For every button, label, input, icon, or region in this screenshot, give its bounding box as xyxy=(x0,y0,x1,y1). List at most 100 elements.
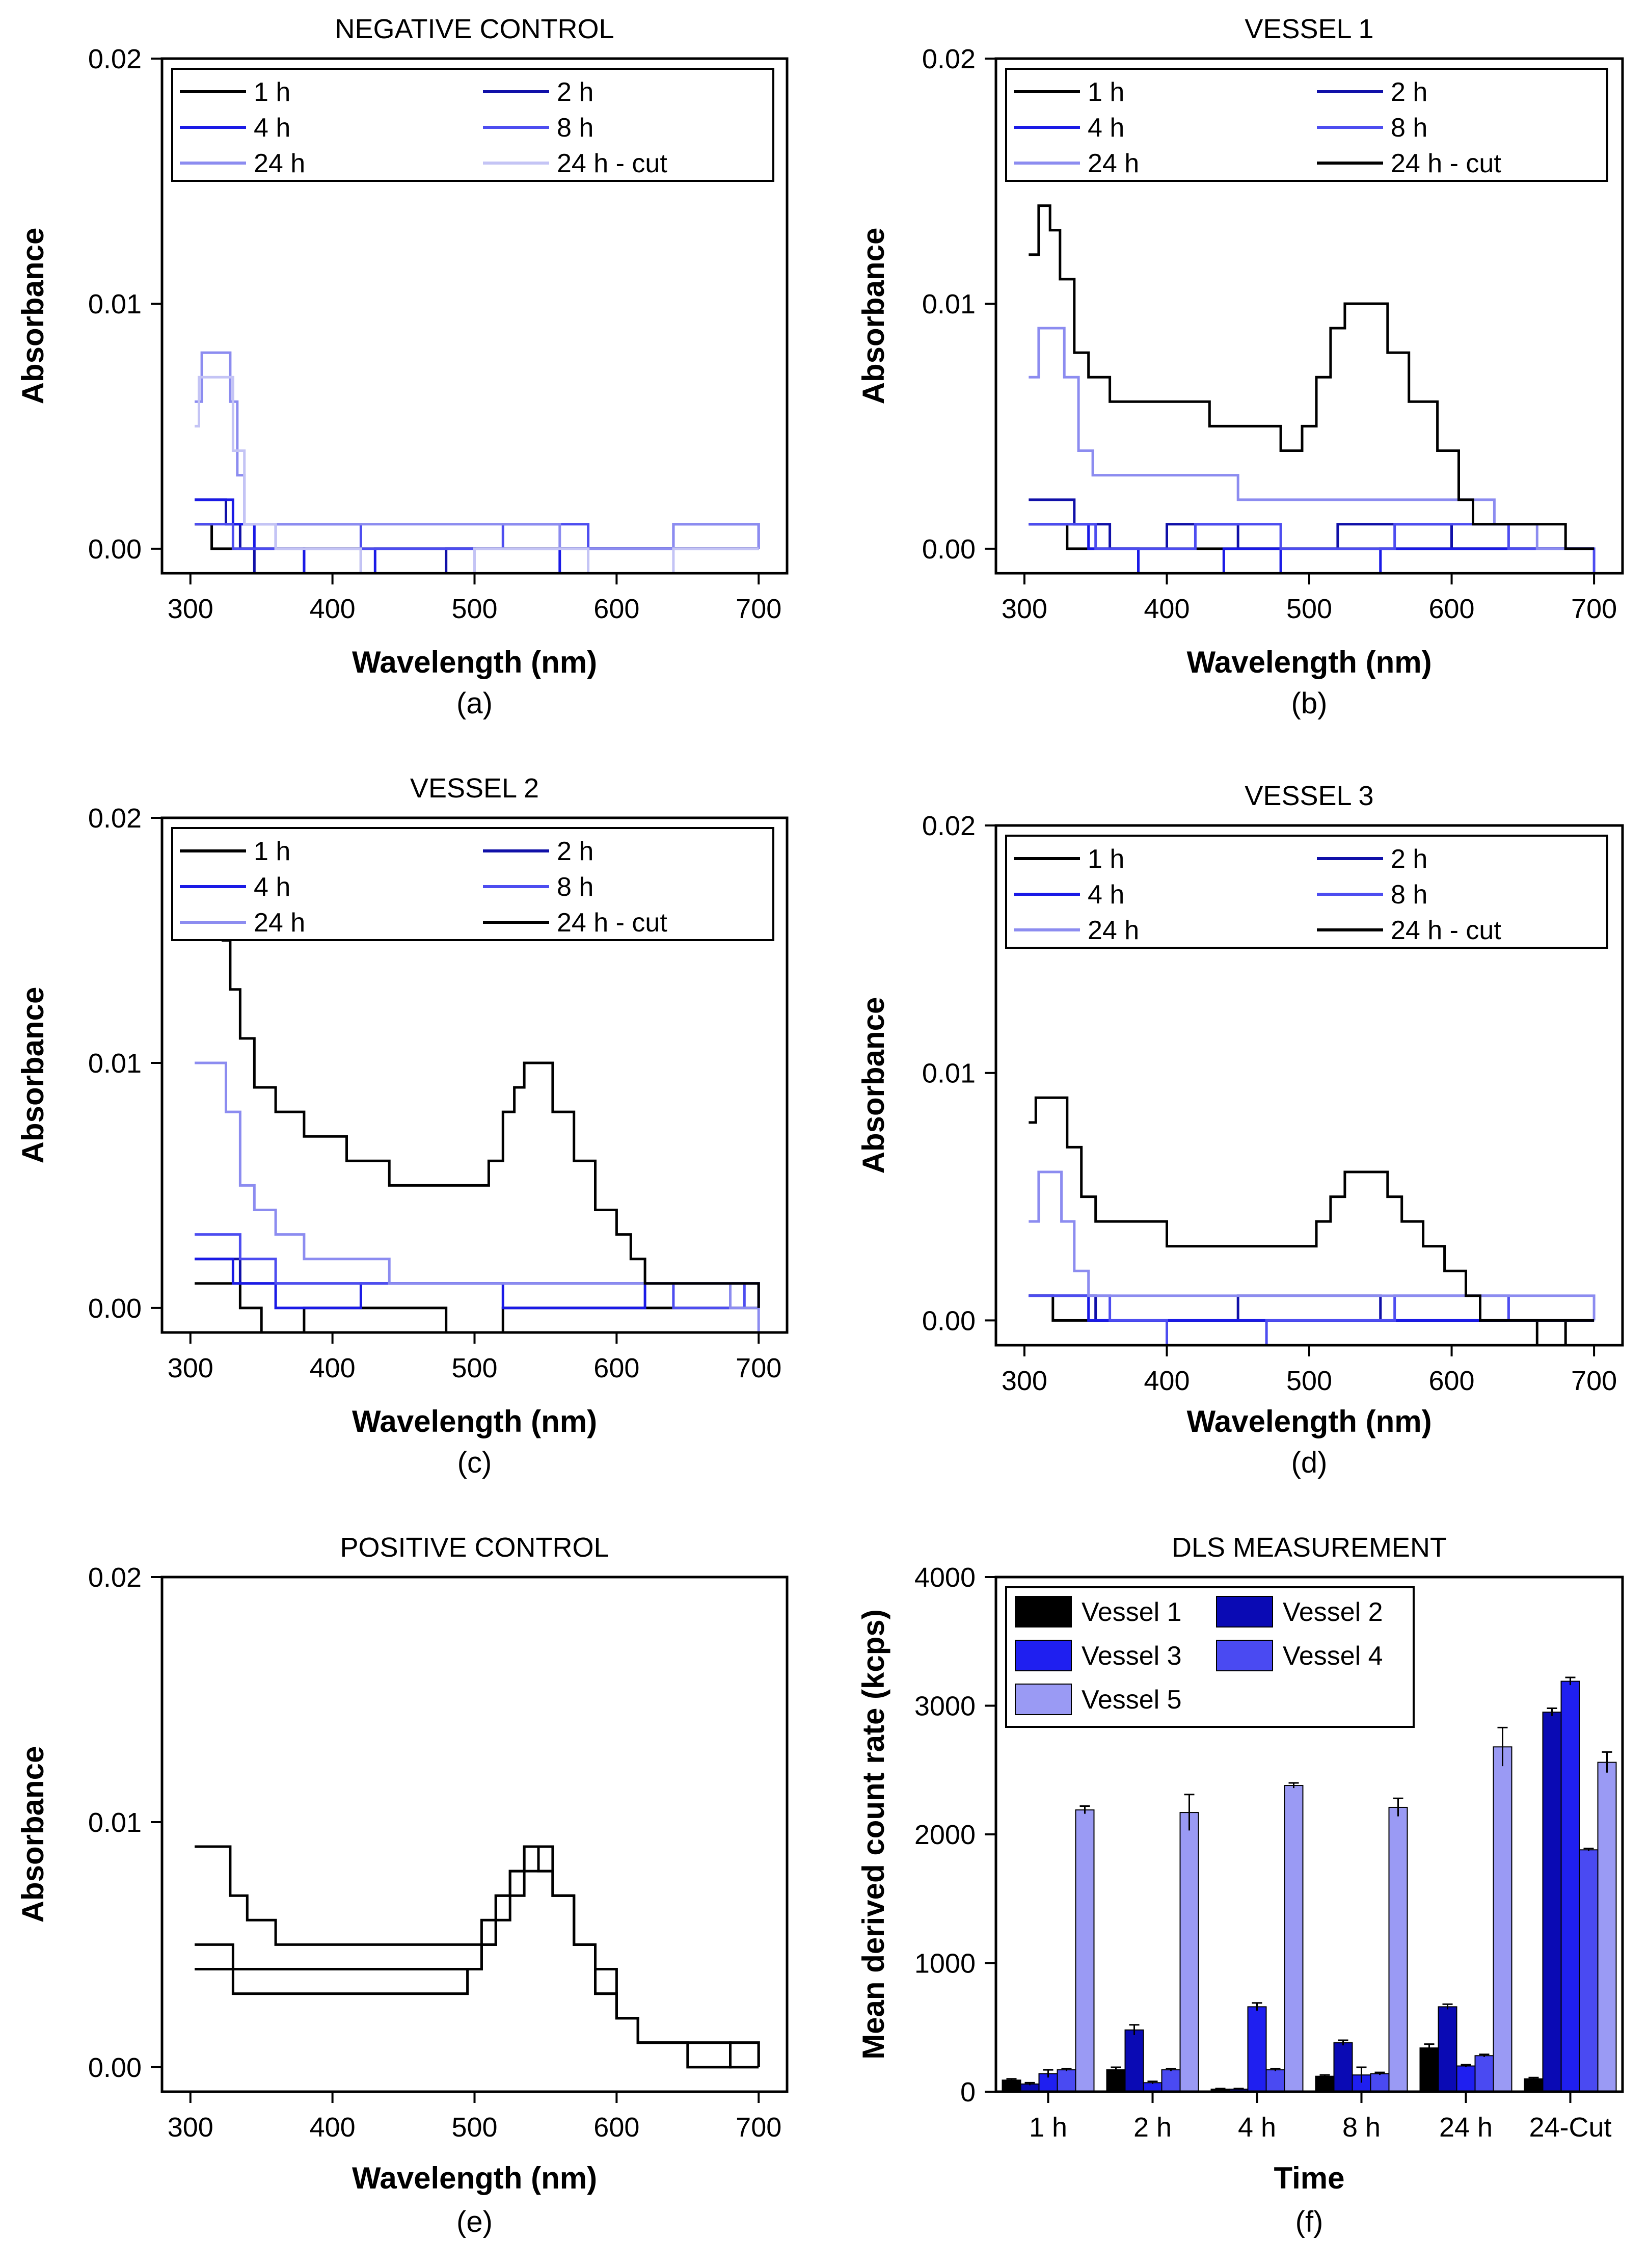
y-tick-label: 0.00 xyxy=(88,1293,142,1324)
panel-vessel-1: 300 400 500 600 700 0.00 0.01 0.02 VESSEL 1 Wavel… xyxy=(856,14,1624,720)
bar-vessel-5 xyxy=(1179,1812,1199,2092)
legend-box xyxy=(171,827,774,941)
y-tick-label: 0.01 xyxy=(922,289,976,319)
bar-vessel-1 xyxy=(1524,2078,1544,2092)
x-tick-label: 400 xyxy=(1144,1366,1190,1396)
bar-vessel-2 xyxy=(1333,2042,1353,2093)
y-tick-label: 0.02 xyxy=(922,44,976,74)
y-tick-label: 0.00 xyxy=(922,534,976,565)
legend-label: 4 h xyxy=(254,872,290,902)
x-tick-label: 700 xyxy=(736,1353,781,1383)
y-tick-label: 2000 xyxy=(914,1820,976,1850)
bar-vessel-3 xyxy=(1247,2006,1267,2093)
x-tick-label: 600 xyxy=(593,2112,639,2143)
panel-vessel-3: 300 400 500 600 700 0.00 0.01 0.02 VESSEL 3 Wavel… xyxy=(856,781,1624,1479)
legend-swatch xyxy=(1216,1596,1273,1627)
bar-vessel-1 xyxy=(1002,2079,1021,2092)
legend-label: Vessel 5 xyxy=(1082,1685,1182,1715)
series-line-4-h xyxy=(195,1258,760,1310)
y-tick-label: 0.00 xyxy=(88,2052,142,2083)
y-tick-label: 0.02 xyxy=(88,1562,142,1593)
x-axis-title: Wavelength (nm) xyxy=(352,1404,597,1438)
bar-vessel-5 xyxy=(1597,1762,1617,2093)
panel-label: (e) xyxy=(456,2205,493,2238)
y-axis-title: Absorbance xyxy=(16,1746,50,1923)
x-tick-label: 24-Cut xyxy=(1529,2112,1611,2143)
x-axis-title: Wavelength (nm) xyxy=(1186,1404,1431,1438)
series-line-8-h xyxy=(1029,523,1596,573)
series-line-trace-2 xyxy=(195,1845,759,2069)
x-tick-label: 400 xyxy=(310,594,356,624)
x-tick-label: 300 xyxy=(168,2112,213,2143)
chart-title: NEGATIVE CONTROL xyxy=(335,14,614,44)
y-tick-label: 0.01 xyxy=(88,289,142,319)
y-tick-label: 0.02 xyxy=(88,44,142,74)
legend-label: 24 h xyxy=(254,908,305,938)
x-tick-label: 700 xyxy=(736,2112,781,2143)
legend-label: Vessel 4 xyxy=(1283,1641,1383,1671)
legend-swatch xyxy=(1015,1684,1072,1715)
y-axis-title: Absorbance xyxy=(856,997,890,1174)
legend-label: 1 h xyxy=(1088,77,1124,107)
chart-title: VESSEL 3 xyxy=(1245,781,1373,811)
legend-label: 8 h xyxy=(1391,113,1427,143)
bar-vessel-4 xyxy=(1161,2069,1181,2092)
bar-vessel-4 xyxy=(1057,2069,1076,2092)
x-tick-label: 400 xyxy=(310,2112,356,2143)
x-tick-label: 600 xyxy=(593,594,639,624)
x-tick-label: 300 xyxy=(168,594,213,624)
series-line-24-h---cut xyxy=(1029,1096,1595,1322)
y-tick-label: 1000 xyxy=(914,1949,976,1979)
x-tick-label: 700 xyxy=(736,594,781,624)
bar-vessel-5 xyxy=(1075,1809,1095,2092)
x-tick-label: 500 xyxy=(451,594,497,624)
legend-label: 8 h xyxy=(557,872,593,902)
bar-vessel-3 xyxy=(1560,1680,1580,2092)
legend-label: 1 h xyxy=(254,837,290,866)
bar-vessel-2 xyxy=(1124,2029,1144,2093)
x-tick-label: 300 xyxy=(1002,1366,1047,1396)
bar-vessel-2 xyxy=(1438,2006,1457,2093)
bar-vessel-1 xyxy=(1315,2075,1335,2092)
bar-vessel-1 xyxy=(1106,2069,1126,2092)
legend-label: 1 h xyxy=(254,77,290,107)
panel-label: (f) xyxy=(1295,2205,1323,2238)
legend-label: 1 h xyxy=(1088,844,1124,874)
x-axis-title: Time xyxy=(1274,2161,1345,2195)
legend-box xyxy=(1005,835,1608,949)
legend-label: 2 h xyxy=(1391,77,1427,107)
legend-box xyxy=(1005,1586,1415,1728)
x-tick-label: 700 xyxy=(1571,1366,1617,1396)
legend-label: 24 h - cut xyxy=(1391,149,1501,178)
y-tick-label: 0.01 xyxy=(922,1058,976,1089)
x-tick-label: 500 xyxy=(451,1353,497,1383)
y-tick-label: 0 xyxy=(960,2077,976,2107)
legend-label: 2 h xyxy=(557,837,593,866)
chart-title: POSITIVE CONTROL xyxy=(340,1532,609,1563)
series-line-8-h xyxy=(195,1233,760,1310)
series-line-trace-3 xyxy=(195,1870,760,2067)
legend-box xyxy=(171,68,774,182)
x-tick-label: 4 h xyxy=(1238,2112,1276,2143)
x-tick-label: 24 h xyxy=(1439,2112,1493,2143)
panel-dls-measurement: 1 h 2 h 4 h 8 h 24 h 24-Cut 0 1000 2000 3000 4000 D… xyxy=(856,1532,1624,2238)
legend-label: Vessel 1 xyxy=(1082,1597,1182,1627)
legend-label: 24 h xyxy=(1088,149,1139,178)
y-tick-label: 3000 xyxy=(914,1691,976,1722)
panel-label: (c) xyxy=(457,1446,492,1479)
y-axis-title: Absorbance xyxy=(856,228,890,405)
series-line-24-h---cut xyxy=(1029,204,1595,550)
series-line-trace-1 xyxy=(195,1845,760,2069)
y-tick-label: 0.00 xyxy=(922,1305,976,1336)
chart-title: DLS MEASUREMENT xyxy=(1172,1532,1447,1563)
legend-swatch xyxy=(1216,1640,1273,1671)
y-tick-label: 0.01 xyxy=(88,1807,142,1838)
x-tick-label: 400 xyxy=(310,1353,356,1383)
x-tick-label: 300 xyxy=(1002,594,1047,624)
panel-label: (d) xyxy=(1291,1446,1328,1479)
bar-vessel-4 xyxy=(1265,2069,1285,2092)
bar-vessel-4 xyxy=(1579,1849,1599,2093)
x-tick-label: 600 xyxy=(1428,1366,1474,1396)
bar-vessel-5 xyxy=(1388,1806,1408,2093)
